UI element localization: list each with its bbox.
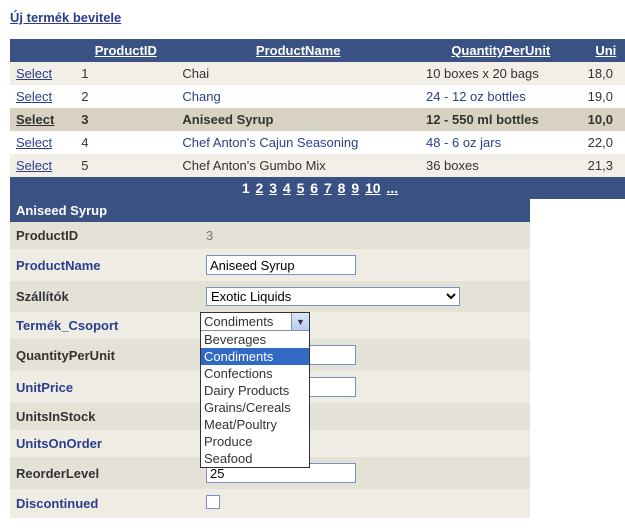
pager-page[interactable]: 9 [351, 180, 359, 196]
cell-productid: 1 [75, 62, 176, 85]
label-reorderlevel: ReorderLevel [10, 457, 200, 489]
table-row: Select 3Aniseed Syrup12 - 550 ml bottles1… [10, 108, 625, 131]
category-option[interactable]: Dairy Products [201, 382, 309, 399]
select-row-link[interactable]: Select [16, 66, 52, 81]
select-category-value[interactable]: Condiments [201, 313, 291, 330]
detail-title: Aniseed Syrup [10, 199, 530, 222]
grid-header[interactable]: QuantityPerUnit [420, 39, 582, 62]
grid-header[interactable]: ProductName [176, 39, 420, 62]
category-option[interactable]: Condiments [201, 348, 309, 365]
cell-productid: 2 [75, 85, 176, 108]
cell-price: 21,3 [582, 154, 625, 177]
pager-page[interactable]: 4 [283, 180, 291, 196]
select-row-link[interactable]: Select [16, 112, 54, 127]
input-productname[interactable] [206, 255, 356, 275]
table-row: Select 2Chang24 - 12 oz bottles19,0 [10, 85, 625, 108]
select-row-link[interactable]: Select [16, 135, 52, 150]
cell-price: 18,0 [582, 62, 625, 85]
category-option[interactable]: Seafood [201, 450, 309, 467]
cell-qpu: 48 - 6 oz jars [420, 131, 582, 154]
label-discontinued: Discontinued [10, 489, 200, 518]
category-option[interactable]: Confections [201, 365, 309, 382]
category-option[interactable]: Produce [201, 433, 309, 450]
cell-productname: Aniseed Syrup [176, 108, 420, 131]
cell-qpu: 24 - 12 oz bottles [420, 85, 582, 108]
chevron-down-icon[interactable]: ▼ [291, 313, 309, 330]
products-grid: ProductIDProductNameQuantityPerUnitUni S… [10, 39, 625, 177]
label-unitsonorder: UnitsOnOrder [10, 430, 200, 457]
pager-page[interactable]: 1 [242, 180, 250, 196]
table-row: Select 4Chef Anton's Cajun Seasoning48 - … [10, 131, 625, 154]
value-productid: 3 [206, 228, 213, 243]
cell-productid: 3 [75, 108, 176, 131]
table-row: Select 1Chai10 boxes x 20 bags18,0 [10, 62, 625, 85]
cell-price: 19,0 [582, 85, 625, 108]
grid-pager: 1 2 3 4 5 6 7 8 9 10 ... [10, 177, 625, 199]
cell-productname: Chang [176, 85, 420, 108]
category-option[interactable]: Beverages [201, 331, 309, 348]
category-option[interactable]: Grains/Cereals [201, 399, 309, 416]
grid-header [10, 39, 75, 62]
select-row-link[interactable]: Select [16, 89, 52, 104]
select-row-link[interactable]: Select [16, 158, 52, 173]
cell-price: 10,0 [582, 108, 625, 131]
table-row: Select 5Chef Anton's Gumbo Mix36 boxes21,… [10, 154, 625, 177]
pager-page[interactable]: 8 [338, 180, 346, 196]
category-option[interactable]: Meat/Poultry [201, 416, 309, 433]
new-product-link[interactable]: Új termék bevitele [10, 10, 121, 25]
cell-productid: 5 [75, 154, 176, 177]
pager-page[interactable]: 5 [297, 180, 305, 196]
grid-header[interactable]: ProductID [75, 39, 176, 62]
label-category: Termék_Csoport [10, 312, 200, 339]
cell-productid: 4 [75, 131, 176, 154]
pager-page[interactable]: 3 [269, 180, 277, 196]
label-qpu: QuantityPerUnit [10, 339, 200, 371]
cell-price: 22,0 [582, 131, 625, 154]
detail-form: ProductID 3 ProductName Szállítók Exotic… [10, 222, 530, 518]
cell-productname: Chai [176, 62, 420, 85]
pager-page[interactable]: 6 [310, 180, 318, 196]
cell-qpu: 36 boxes [420, 154, 582, 177]
checkbox-discontinued[interactable] [206, 495, 220, 509]
label-productname: ProductName [10, 249, 200, 281]
cell-productname: Chef Anton's Gumbo Mix [176, 154, 420, 177]
pager-page[interactable]: 10 [365, 180, 381, 196]
pager-page[interactable]: 7 [324, 180, 332, 196]
grid-header[interactable]: Uni [582, 39, 625, 62]
select-supplier[interactable]: Exotic Liquids [206, 287, 460, 306]
cell-qpu: 10 boxes x 20 bags [420, 62, 582, 85]
label-supplier: Szállítók [10, 281, 200, 312]
cell-qpu: 12 - 550 ml bottles [420, 108, 582, 131]
pager-page[interactable]: 2 [256, 180, 264, 196]
label-unitprice: UnitPrice [10, 371, 200, 403]
select-category-open[interactable]: Condiments▼BeveragesCondimentsConfection… [200, 312, 310, 468]
pager-page[interactable]: ... [386, 180, 398, 196]
label-productid: ProductID [10, 222, 200, 249]
label-unitsinstock: UnitsInStock [10, 403, 200, 430]
cell-productname: Chef Anton's Cajun Seasoning [176, 131, 420, 154]
